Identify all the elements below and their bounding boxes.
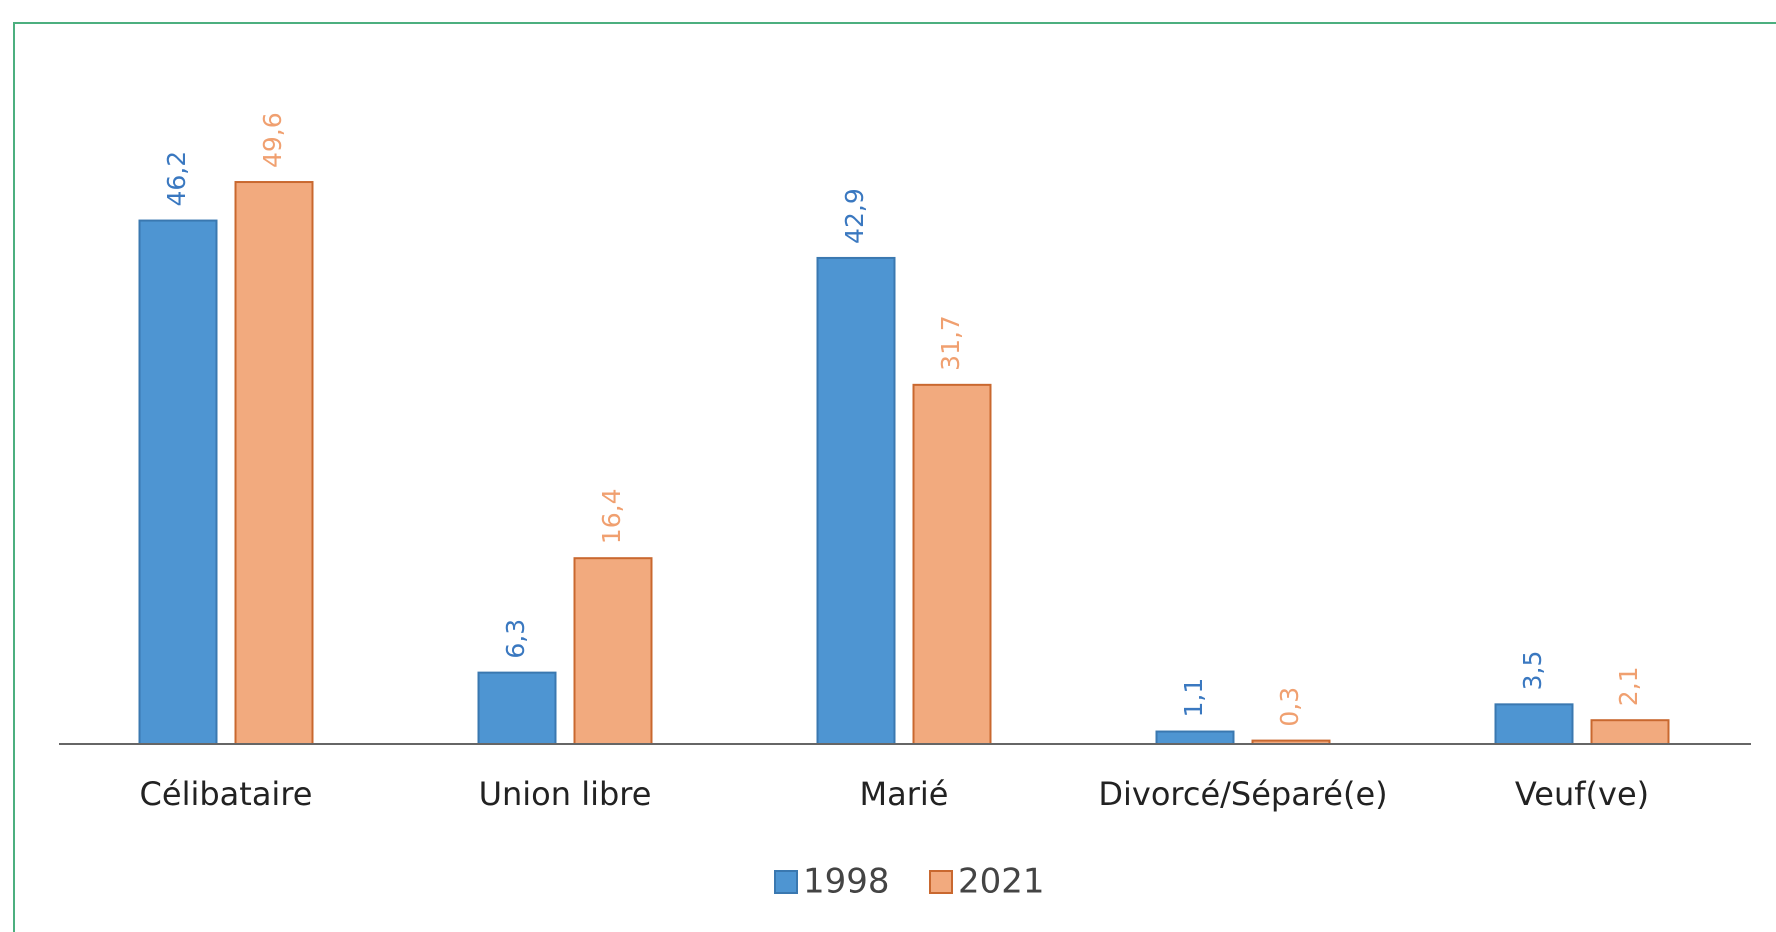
bar <box>1590 719 1670 745</box>
value-label: 46,2 <box>162 151 191 207</box>
bar <box>1494 703 1574 745</box>
x-tick-label: Union libre <box>479 775 652 813</box>
value-label: 6,3 <box>501 619 530 659</box>
bar <box>912 383 992 745</box>
x-tick-label: Célibataire <box>140 775 313 813</box>
legend-swatch <box>774 870 798 894</box>
value-label: 3,5 <box>1518 651 1547 691</box>
bar <box>816 256 896 745</box>
bar <box>1155 730 1235 745</box>
legend-label: 2021 <box>958 862 1045 902</box>
value-label: 1,1 <box>1179 678 1208 718</box>
bar <box>138 219 218 745</box>
value-label: 42,9 <box>840 188 869 244</box>
value-label: 31,7 <box>936 315 965 371</box>
value-label: 0,3 <box>1275 687 1304 727</box>
value-label: 16,4 <box>597 489 626 545</box>
bar <box>477 671 557 745</box>
value-label: 2,1 <box>1614 666 1643 706</box>
x-tick-label: Veuf(ve) <box>1515 775 1649 813</box>
x-tick-label: Marié <box>860 775 949 813</box>
bar <box>234 181 314 746</box>
x-tick-label: Divorcé/Séparé(e) <box>1098 775 1387 813</box>
legend-swatch <box>929 870 953 894</box>
value-label: 49,6 <box>258 112 287 168</box>
legend-label: 1998 <box>803 862 890 902</box>
bar <box>573 557 653 745</box>
